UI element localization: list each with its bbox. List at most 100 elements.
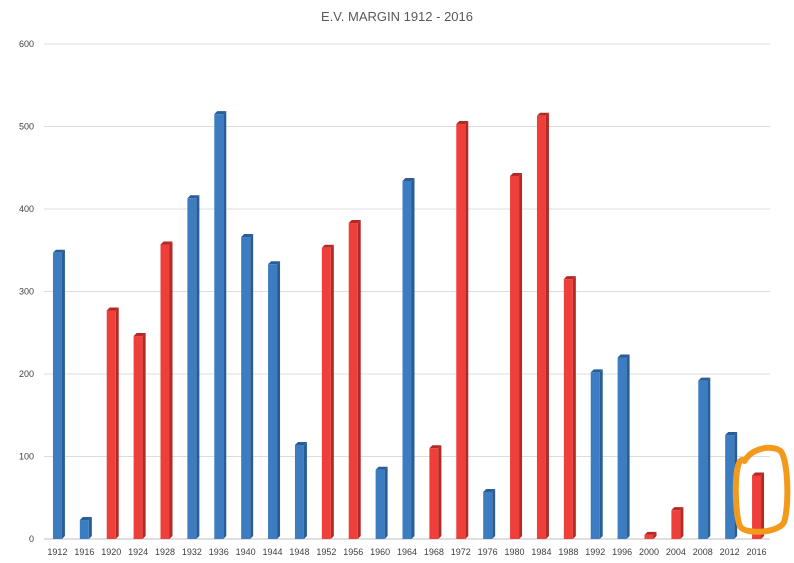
y-tick-label: 200 xyxy=(19,369,34,379)
x-tick-label: 2008 xyxy=(693,547,713,557)
bar-side xyxy=(545,112,549,540)
bar-top xyxy=(187,195,200,199)
bar-1940 xyxy=(241,234,254,540)
bar-1996 xyxy=(617,354,630,539)
bar-1992 xyxy=(590,369,603,539)
bar-side xyxy=(88,517,92,539)
x-axis-ticks: 1912 1916 1920 1924 1928 1932 1936 1940 1944 1948… xyxy=(47,547,766,557)
x-tick-label: 1924 xyxy=(128,547,148,557)
bar-front xyxy=(429,448,439,539)
bar-1980 xyxy=(510,173,523,539)
x-tick-label: 1912 xyxy=(47,547,67,557)
bar-top xyxy=(644,531,657,535)
x-tick-label: 1988 xyxy=(558,547,578,557)
x-tick-label: 2016 xyxy=(747,547,767,557)
bar-front xyxy=(563,279,573,539)
bar-front xyxy=(160,244,170,539)
bar-1916 xyxy=(79,517,92,539)
x-tick-label: 1936 xyxy=(209,547,229,557)
bar-front xyxy=(133,336,143,539)
bar-side xyxy=(169,241,173,539)
x-tick-label: 2000 xyxy=(639,547,659,557)
bar-top xyxy=(348,220,361,224)
x-tick-label: 1928 xyxy=(155,547,175,557)
bar-side xyxy=(411,177,415,539)
x-tick-label: 1972 xyxy=(451,547,471,557)
bar-2000 xyxy=(644,531,657,539)
bar-side xyxy=(626,354,630,539)
bar-top xyxy=(725,432,738,436)
bar-side xyxy=(707,377,711,539)
bar-side xyxy=(250,234,254,540)
bar-1976 xyxy=(483,488,496,539)
bar-1932 xyxy=(187,195,200,539)
x-tick-label: 1964 xyxy=(397,547,417,557)
x-tick-label: 1948 xyxy=(289,547,309,557)
bar-front xyxy=(268,264,278,539)
bar-front xyxy=(79,520,89,539)
bar-top xyxy=(106,307,119,311)
highlight-annotation xyxy=(732,444,791,535)
bar-front xyxy=(725,435,735,539)
bar-front xyxy=(214,114,224,539)
x-tick-label: 1976 xyxy=(478,547,498,557)
y-tick-label: 100 xyxy=(19,452,34,462)
bar-1968 xyxy=(429,445,442,539)
bar-top xyxy=(563,276,576,280)
bar-front xyxy=(617,357,627,539)
x-tick-label: 1932 xyxy=(182,547,202,557)
bar-side xyxy=(761,472,765,539)
bar-top xyxy=(160,241,173,245)
bar-front xyxy=(294,444,304,539)
bar-front xyxy=(52,252,62,539)
bar-side xyxy=(680,507,684,539)
bar-side xyxy=(277,261,281,539)
x-tick-label: 2004 xyxy=(666,547,686,557)
x-tick-label: 1996 xyxy=(612,547,632,557)
bar-1964 xyxy=(402,177,415,539)
bar-side xyxy=(115,307,119,539)
bar-1960 xyxy=(375,466,388,539)
bar-top xyxy=(429,445,442,449)
bar-front xyxy=(671,510,681,539)
bar-top xyxy=(52,249,65,253)
bars xyxy=(52,111,765,540)
bar-1928 xyxy=(160,241,173,539)
bar-top xyxy=(752,472,765,476)
bar-front xyxy=(536,115,546,540)
bar-side xyxy=(572,276,576,539)
bar-front xyxy=(590,372,600,539)
bar-side xyxy=(357,220,361,539)
bar-side xyxy=(438,445,442,539)
chart-title: E.V. MARGIN 1912 - 2016 xyxy=(321,9,473,24)
bar-side xyxy=(61,249,65,539)
y-tick-label: 400 xyxy=(19,204,34,214)
bar-top xyxy=(294,441,307,445)
bar-1912 xyxy=(52,249,65,539)
y-tick-label: 600 xyxy=(19,39,34,49)
bar-1920 xyxy=(106,307,119,539)
bar-side xyxy=(465,121,469,540)
x-tick-label: 1992 xyxy=(585,547,605,557)
y-axis-ticks: 0 100 200 300 400 500 600 xyxy=(19,39,34,544)
bar-top xyxy=(536,112,549,116)
x-tick-label: 1968 xyxy=(424,547,444,557)
bar-2008 xyxy=(698,377,711,539)
bar-top xyxy=(321,244,334,248)
bar-top xyxy=(671,507,684,511)
y-tick-label: 0 xyxy=(29,534,34,544)
bar-top xyxy=(375,466,388,470)
bar-front xyxy=(375,469,385,539)
bar-front xyxy=(510,176,520,539)
bar-side xyxy=(384,466,388,539)
x-tick-label: 2012 xyxy=(720,547,740,557)
x-tick-label: 1960 xyxy=(370,547,390,557)
x-tick-label: 1916 xyxy=(74,547,94,557)
y-tick-label: 500 xyxy=(19,122,34,132)
bar-side xyxy=(653,531,657,539)
x-tick-label: 1984 xyxy=(531,547,551,557)
bar-2016 xyxy=(752,472,765,539)
x-tick-label: 1956 xyxy=(343,547,363,557)
bar-1988 xyxy=(563,276,576,539)
x-tick-label: 1944 xyxy=(263,547,283,557)
